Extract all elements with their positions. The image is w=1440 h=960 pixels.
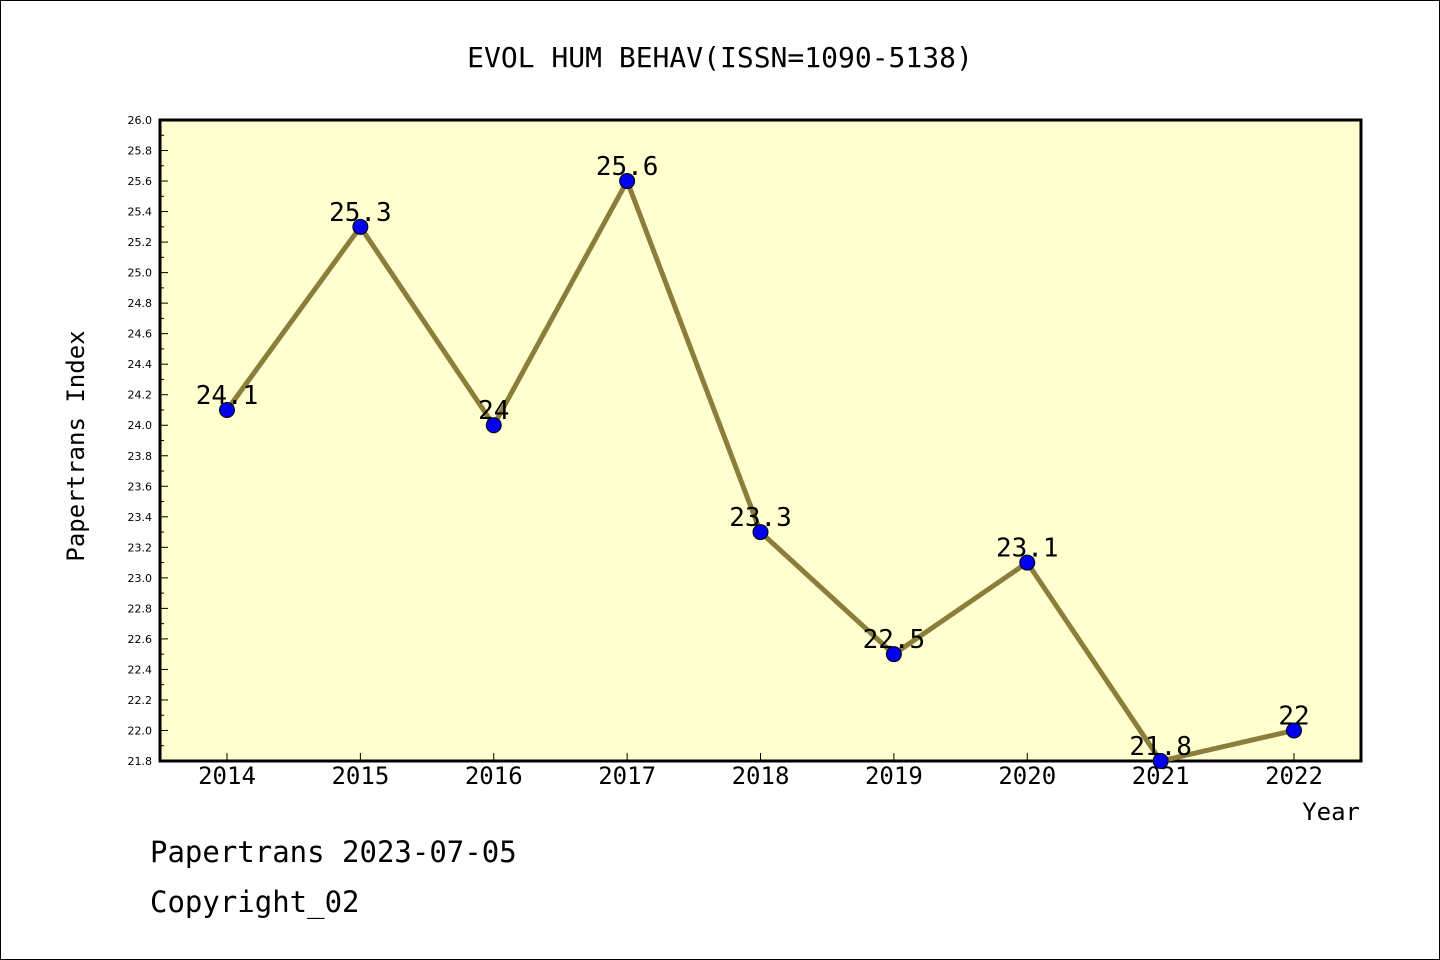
y-tick-label: 22.8 bbox=[128, 602, 153, 615]
x-tick-label: 2019 bbox=[865, 762, 923, 790]
x-axis: 2014 2015 2016 2017 2018 2019 2020 2021 2022 bbox=[198, 753, 1323, 790]
y-tick-label: 22.4 bbox=[128, 663, 153, 676]
data-point bbox=[485, 417, 502, 434]
data-point bbox=[619, 173, 636, 190]
y-tick-label: 25.8 bbox=[128, 145, 153, 158]
data-point bbox=[1152, 753, 1169, 769]
x-tick-label: 2020 bbox=[998, 762, 1056, 790]
x-tick-label: 2016 bbox=[465, 762, 523, 790]
x-tick-label: 2017 bbox=[598, 762, 656, 790]
y-axis: 21.8 22.0 22.2 22.4 22.6 22.8 23.0 23.2 23.4 23.6… bbox=[128, 114, 168, 768]
y-tick-label: 25.2 bbox=[128, 236, 153, 249]
x-axis-label: Year bbox=[1302, 798, 1360, 826]
y-tick-label: 25.0 bbox=[128, 267, 153, 280]
y-tick-label: 25.4 bbox=[128, 206, 153, 219]
x-tick-label: 2018 bbox=[732, 762, 790, 790]
data-label: 21.8 bbox=[1129, 732, 1192, 762]
y-tick-label: 23.2 bbox=[128, 541, 153, 554]
footer-copyright: Copyright_02 bbox=[150, 885, 360, 919]
y-tick-label: 23.6 bbox=[128, 480, 153, 493]
data-label: 23.1 bbox=[996, 534, 1059, 564]
y-tick-label: 24.2 bbox=[128, 389, 153, 402]
data-point bbox=[219, 401, 235, 418]
y-tick-label: 23.8 bbox=[128, 450, 153, 463]
y-tick-label: 23.4 bbox=[128, 511, 153, 524]
data-label: 22 bbox=[1278, 701, 1309, 731]
chart-title: EVOL HUM BEHAV(ISSN=1090-5138) bbox=[467, 41, 973, 74]
y-tick-label: 21.8 bbox=[128, 755, 153, 768]
series-line-group bbox=[219, 173, 1302, 769]
x-tick-label: 2015 bbox=[331, 762, 389, 790]
data-label: 22.5 bbox=[863, 625, 926, 655]
y-tick-label: 22.6 bbox=[128, 633, 153, 646]
y-tick-label: 22.2 bbox=[128, 694, 153, 707]
data-labels: 24.1 25.3 24 25.6 23.3 22.5 23.1 21.8 22 bbox=[196, 152, 1310, 762]
data-label: 23.3 bbox=[729, 503, 792, 533]
y-tick-label: 26.0 bbox=[128, 114, 153, 127]
data-label: 24 bbox=[478, 396, 509, 426]
x-tick-label: 2014 bbox=[198, 762, 256, 790]
data-point bbox=[885, 646, 902, 663]
y-tick-label: 24.6 bbox=[128, 328, 153, 341]
y-axis-label: Papertrans Index bbox=[62, 330, 90, 561]
y-tick-label: 25.6 bbox=[128, 175, 153, 188]
y-tick-label: 24.8 bbox=[128, 297, 153, 310]
data-label: 25.6 bbox=[596, 152, 659, 182]
data-label: 25.3 bbox=[329, 198, 392, 228]
y-tick-label: 24.0 bbox=[128, 419, 153, 432]
y-tick-label: 22.0 bbox=[128, 724, 153, 737]
data-point bbox=[752, 524, 769, 541]
data-point bbox=[1019, 554, 1036, 571]
data-point bbox=[1286, 722, 1302, 739]
data-point bbox=[352, 218, 369, 235]
x-tick-label: 2022 bbox=[1265, 762, 1323, 790]
data-label: 24.1 bbox=[196, 381, 259, 411]
y-tick-label: 23.0 bbox=[128, 572, 153, 585]
y-tick-label: 24.4 bbox=[128, 358, 153, 371]
footer-date: Papertrans 2023-07-05 bbox=[150, 835, 517, 869]
